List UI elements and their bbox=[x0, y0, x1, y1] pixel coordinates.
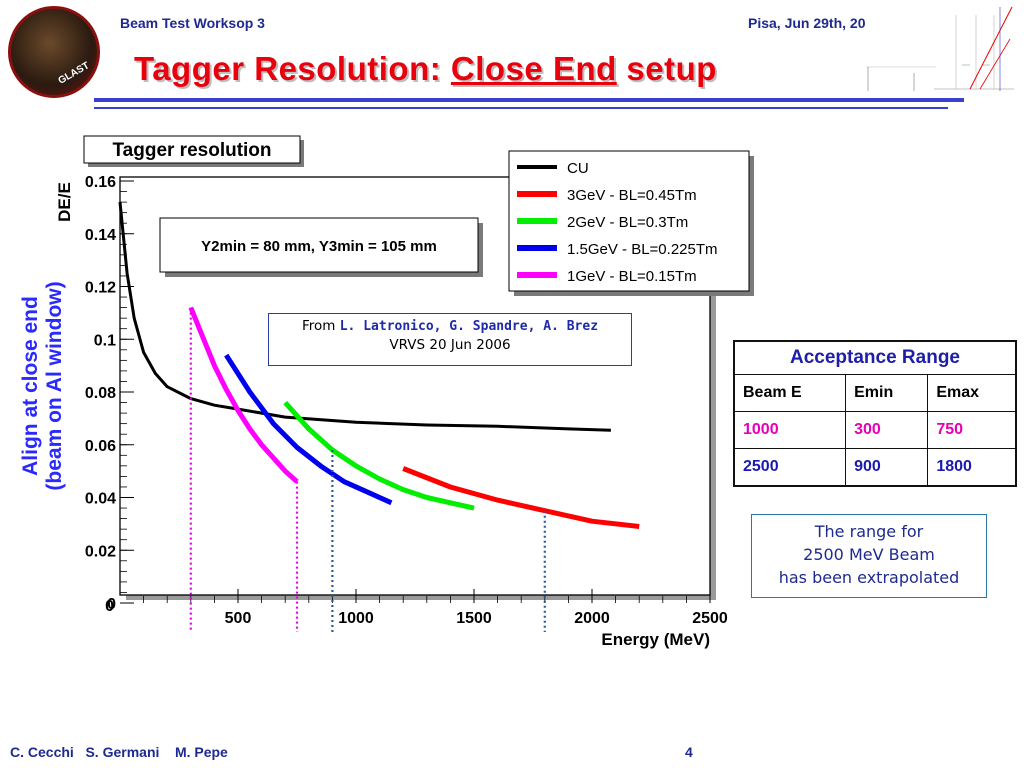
x-axis-label: Energy (MeV) bbox=[601, 630, 710, 649]
slide-title: Tagger Resolution: Close End setup bbox=[134, 50, 717, 88]
chart-annotation: Y2min = 80 mm, Y3min = 105 mm bbox=[201, 238, 437, 255]
credit-from: From bbox=[301, 318, 340, 334]
title-rule-bottom bbox=[94, 107, 948, 109]
workshop-name: Beam Test Worksop 3 bbox=[120, 15, 265, 31]
series-line-1 bbox=[402, 466, 640, 529]
title-part-2: Close End bbox=[450, 50, 617, 87]
credit-line-1: From L. Latronico, G. Spandre, A. Brez bbox=[269, 317, 631, 336]
legend-label: 1.5GeV - BL=0.225Tm bbox=[567, 241, 718, 258]
col-beam-e: Beam E bbox=[733, 374, 847, 412]
title-part-1: Tagger Resolution: bbox=[134, 50, 451, 87]
note-line-3: has been extrapolated bbox=[778, 568, 960, 587]
logo-text: GLAST bbox=[56, 60, 92, 87]
table-cell: 1000 bbox=[733, 411, 847, 449]
acceptance-table: Acceptance Range Beam E Emin Emax 1000 3… bbox=[733, 340, 1017, 487]
series-line-4 bbox=[188, 306, 299, 484]
note-line-2: 2500 MeV Beam bbox=[803, 545, 935, 564]
legend-label: 3GeV - BL=0.45Tm bbox=[567, 187, 697, 204]
y-tick-label: 0.06 bbox=[85, 438, 116, 455]
credit-source: VRVS 20 Jun 2006 bbox=[389, 337, 511, 353]
col-emax: Emax bbox=[927, 374, 1017, 412]
thumbnail-plot bbox=[866, 5, 1016, 93]
credit-box: From L. Latronico, G. Spandre, A. Brez V… bbox=[268, 313, 632, 366]
title-part-3: setup bbox=[616, 50, 717, 87]
table-cell: 2500 bbox=[733, 448, 847, 487]
page-number: 4 bbox=[685, 744, 693, 760]
legend-label: 1GeV - BL=0.15Tm bbox=[567, 268, 697, 285]
x-tick-label: 1500 bbox=[456, 610, 492, 627]
y-tick-label: 0.1 bbox=[94, 332, 116, 349]
series-line-0 bbox=[118, 201, 611, 432]
legend-label: 2GeV - BL=0.3Tm bbox=[567, 214, 688, 231]
y-axis-label: DE/E bbox=[55, 182, 74, 222]
tagger-resolution-chart: Tagger resolution DE/E Energy (MeV) 0 0.0… bbox=[55, 135, 754, 649]
series-line-3 bbox=[224, 353, 393, 506]
credit-authors: L. Latronico, G. Spandre, A. Brez bbox=[339, 319, 599, 334]
note-line-1: The range for bbox=[814, 522, 924, 541]
chart-title: Tagger resolution bbox=[112, 140, 271, 161]
col-emin: Emin bbox=[845, 374, 929, 412]
glast-logo: GLAST bbox=[8, 6, 100, 98]
y-tick-label: 0.16 bbox=[85, 174, 116, 191]
extrapolation-note: The range for 2500 MeV Beam has been ext… bbox=[751, 514, 987, 598]
title-rule-top bbox=[94, 98, 964, 102]
y-tick-label: 0 bbox=[105, 598, 114, 615]
table-cell: 300 bbox=[845, 411, 929, 449]
x-tick-label: 2000 bbox=[574, 610, 610, 627]
chart-legend: CU 3GeV - BL=0.45Tm 2GeV - BL=0.3Tm 1.5GeV … bbox=[508, 150, 754, 296]
table-cell: 900 bbox=[845, 448, 929, 487]
legend-label: CU bbox=[567, 160, 589, 177]
y-tick-label: 0 bbox=[107, 596, 116, 613]
table-cell: 750 bbox=[927, 411, 1017, 449]
venue-date: Pisa, Jun 29th, 2006 bbox=[748, 15, 882, 31]
x-tick-label: 2500 bbox=[692, 610, 728, 627]
y-tick-label: 0.14 bbox=[85, 227, 116, 244]
table-cell: 1800 bbox=[927, 448, 1017, 487]
y-tick-label: 0.08 bbox=[85, 385, 116, 402]
series-line-2 bbox=[283, 400, 475, 511]
y-tick-label: 0.12 bbox=[85, 280, 116, 297]
acceptance-caption: Acceptance Range bbox=[733, 340, 1017, 375]
x-tick-label: 500 bbox=[225, 610, 252, 627]
y-tick-label: 0.04 bbox=[85, 491, 116, 508]
y-tick-label: 0.02 bbox=[85, 543, 116, 560]
x-tick-label: 1000 bbox=[338, 610, 374, 627]
footer-authors: C. Cecchi S. Germani M. Pepe bbox=[10, 744, 228, 760]
